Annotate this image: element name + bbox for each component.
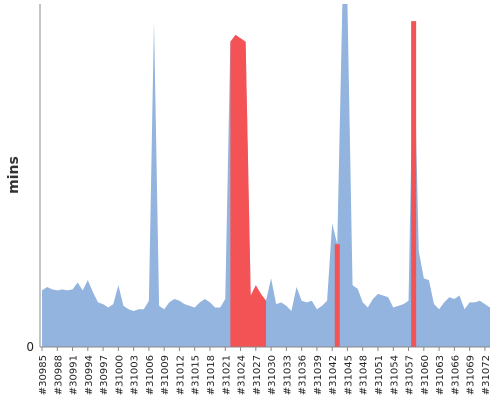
y-tick-layer: 0 bbox=[26, 340, 34, 354]
x-tick-label: #31033 bbox=[282, 355, 293, 395]
x-tick-label: #30985 bbox=[38, 355, 49, 395]
x-tick-label: #31015 bbox=[191, 355, 202, 395]
x-tick-label: #31054 bbox=[389, 355, 400, 395]
x-tick-label: #31018 bbox=[206, 355, 217, 395]
x-tick-label: #30994 bbox=[84, 355, 95, 395]
x-tick-label: #31012 bbox=[175, 355, 186, 395]
y-tick-label: 0 bbox=[26, 340, 34, 354]
x-tick-label: #31069 bbox=[466, 355, 477, 395]
x-tick-label: #31048 bbox=[359, 355, 370, 395]
x-tick-label: #31066 bbox=[450, 355, 461, 395]
x-tick-label: #31006 bbox=[145, 355, 156, 395]
x-tick-label: #31003 bbox=[130, 355, 141, 395]
axes-layer bbox=[39, 4, 490, 348]
x-tick-label: #31057 bbox=[405, 355, 416, 395]
area-series-normal bbox=[42, 4, 490, 347]
x-tick-label: #31000 bbox=[114, 355, 125, 395]
x-tick-label: #31051 bbox=[374, 355, 385, 395]
x-tick-label: #30991 bbox=[69, 355, 80, 395]
x-tick-label: #31039 bbox=[313, 355, 324, 395]
x-tick-label: #30988 bbox=[53, 355, 64, 395]
x-tick-label: #31060 bbox=[420, 355, 431, 395]
x-tick-label: #31030 bbox=[267, 355, 278, 395]
x-tick-label: #31009 bbox=[160, 355, 171, 395]
x-tick-label: #31045 bbox=[343, 355, 354, 395]
x-tick-label: #31036 bbox=[298, 355, 309, 395]
area-highlight-3 bbox=[411, 21, 417, 348]
x-tick-label: #31042 bbox=[328, 355, 339, 395]
y-axis-label: mins bbox=[6, 156, 22, 194]
area-highlight-1 bbox=[230, 34, 266, 348]
x-tick-label: #31021 bbox=[221, 355, 232, 395]
area-layer bbox=[42, 4, 490, 348]
x-tick-label: #31063 bbox=[435, 355, 446, 395]
x-tick-label: #30997 bbox=[99, 355, 110, 395]
x-tick-label: #31027 bbox=[252, 355, 263, 395]
area-highlight-2 bbox=[334, 244, 340, 347]
x-tick-label: #31024 bbox=[237, 355, 248, 395]
x-tick-layer: #30985 #30988 #30991 #30994 #30997 #31000 #310… bbox=[38, 347, 492, 395]
x-tick-label: #31072 bbox=[481, 355, 492, 395]
